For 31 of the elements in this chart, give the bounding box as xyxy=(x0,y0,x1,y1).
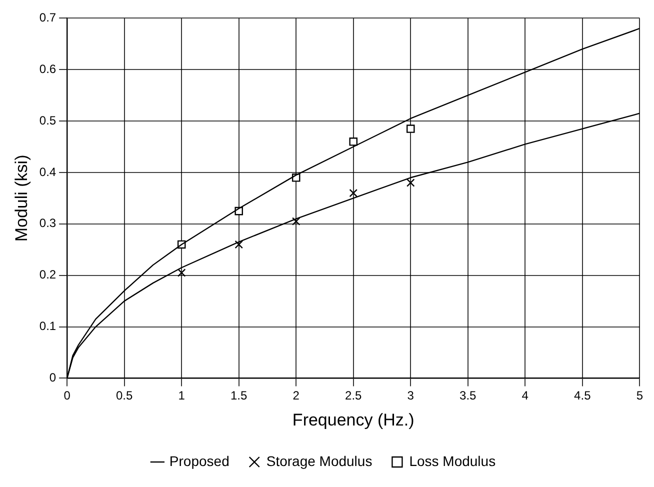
y-tick-label: 0.6 xyxy=(39,62,56,76)
x-tick-label: 2 xyxy=(292,388,300,403)
point xyxy=(292,217,300,226)
point xyxy=(349,188,358,198)
x-tick-label: 0.5 xyxy=(116,388,134,403)
y-tick-label: 0 xyxy=(49,370,56,385)
legend-label: Proposed xyxy=(169,452,230,469)
x-tick-label: 1 xyxy=(178,388,186,403)
y-tick-label: 0.1 xyxy=(39,319,56,334)
point xyxy=(406,124,415,133)
x-tick-label: 4 xyxy=(522,388,529,403)
x-tick-label: 4.5 xyxy=(574,388,592,403)
point xyxy=(349,137,358,146)
x-tick-label: 1.5 xyxy=(230,388,248,403)
y-tick-label: 0.3 xyxy=(39,216,56,230)
x-tick-label: 2.5 xyxy=(345,388,362,403)
x-tick-label: 5 xyxy=(636,388,644,403)
y-axis-title: Moduli (ksi) xyxy=(12,154,31,242)
point xyxy=(177,268,186,277)
legend-label: Storage Modulus xyxy=(266,452,372,469)
point xyxy=(406,178,415,187)
x-tick-label: 0 xyxy=(64,388,71,403)
y-tick-label: 0.4 xyxy=(39,164,56,179)
y-tick-label: 0.5 xyxy=(39,113,56,128)
x-tick-label: 3.5 xyxy=(460,388,477,403)
y-tick-label: 0.2 xyxy=(39,268,56,282)
x-tick-label: 3 xyxy=(407,388,414,403)
point xyxy=(234,240,243,249)
x-axis-title: Frequency (Hz.) xyxy=(292,410,414,430)
y-tick-label: 0.7 xyxy=(39,10,56,25)
legend-label: Loss Modulus xyxy=(409,452,496,469)
